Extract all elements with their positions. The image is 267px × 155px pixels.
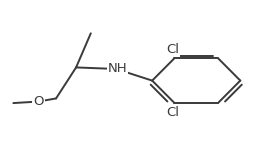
Text: NH: NH [108, 62, 127, 75]
Text: Cl: Cl [166, 106, 179, 119]
Text: Cl: Cl [166, 43, 179, 56]
Text: O: O [33, 95, 44, 108]
